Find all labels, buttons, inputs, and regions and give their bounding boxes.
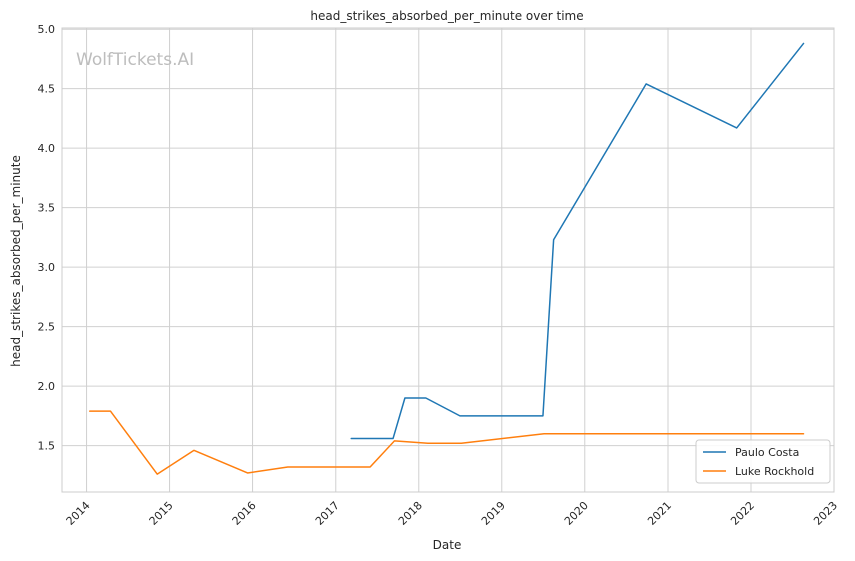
series-group	[88, 42, 805, 475]
watermark: WolfTickets.AI	[76, 50, 194, 70]
legend: Paulo Costa Luke Rockhold	[695, 439, 831, 484]
y-tick-label: 3.5	[38, 202, 56, 215]
plot-area-border	[61, 27, 835, 493]
y-tick-label: 4.0	[38, 142, 56, 155]
y-tick-label: 2.0	[38, 380, 56, 393]
y-tick-label: 5.0	[38, 23, 56, 36]
chart-title: head_strikes_absorbed_per_minute over ti…	[310, 9, 583, 23]
y-axis-ticks: 1.5 2.0 2.5 3.0 3.5 4.0 4.5 5.0	[38, 23, 56, 452]
series-line-paulo-costa	[350, 42, 805, 440]
series-line-luke-rockhold	[88, 410, 805, 475]
legend-entry-luke-rockhold: Luke Rockhold	[735, 465, 814, 478]
legend-entry-paulo-costa: Paulo Costa	[735, 446, 799, 459]
legend-box	[695, 439, 831, 484]
y-tick-label: 2.5	[38, 321, 56, 334]
x-axis-label: Date	[433, 538, 462, 552]
y-tick-label: 4.5	[38, 83, 56, 96]
y-tick-label: 3.0	[38, 261, 56, 274]
grid	[62, 28, 835, 492]
y-axis-label: head_strikes_absorbed_per_minute	[9, 155, 23, 367]
plot-frame	[61, 27, 835, 493]
y-tick-label: 1.5	[38, 440, 56, 453]
